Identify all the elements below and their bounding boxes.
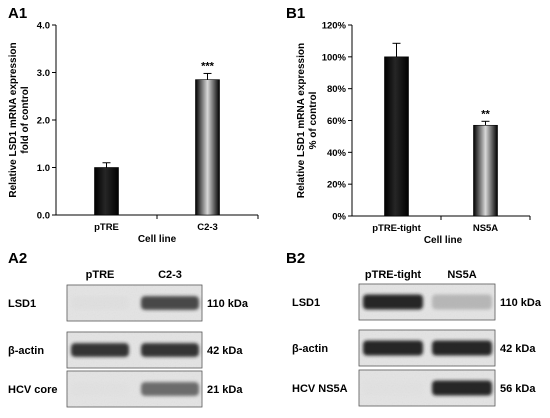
blot-band: [432, 380, 492, 396]
x-axis-title: Cell line: [138, 234, 177, 245]
blot-kda-label: 110 kDa: [207, 298, 249, 310]
blot-kda-label: 42 kDa: [207, 345, 243, 357]
y-tick-label: 80%: [327, 84, 347, 95]
y-tick-label: 60%: [327, 116, 347, 127]
y-axis-title-line: Relative LSD1 mRNA expression: [296, 43, 307, 198]
significance-marker: **: [481, 108, 490, 120]
y-axis-title-line: % of control: [308, 91, 319, 149]
y-tick-label: 20%: [327, 180, 347, 191]
bar-c2-3: [195, 79, 220, 216]
blot-row-label: LSD1: [8, 298, 36, 310]
bar-ptre-tight: [384, 56, 409, 217]
chart-b1: 0% 20% 40% 60% 80% 100% 120% pTRE-tight ** NS5A Ce…: [296, 21, 531, 246]
blot-kda-label: 110 kDa: [500, 297, 542, 309]
blot-band: [71, 343, 129, 357]
y-axis-title-line: Relative LSD1 mRNA expression: [8, 42, 19, 197]
lane-header: pTRE: [86, 269, 115, 281]
blot-row-label: β-actin: [8, 345, 44, 357]
panel-label-a2: A2: [8, 250, 27, 267]
x-tick-label: C2-3: [197, 222, 218, 233]
blot-band: [71, 382, 129, 396]
panel-label-b2: B2: [286, 250, 305, 267]
blot-row: LSD1 110 kDa: [8, 284, 249, 322]
blot-band: [363, 380, 423, 396]
blot-kda-label: 42 kDa: [500, 343, 536, 355]
y-tick-label: 40%: [327, 148, 347, 159]
y-tick-label: 4.0: [37, 21, 50, 32]
y-tick-label: 2.0: [37, 116, 50, 127]
blot-band: [71, 296, 129, 310]
blot-band: [432, 340, 492, 356]
blot-row-label: HCV core: [8, 384, 58, 396]
y-tick-label: 1.0: [37, 163, 50, 174]
blot-band: [141, 343, 199, 357]
blot-band: [363, 294, 423, 310]
y-tick-label: 0.0: [37, 211, 50, 222]
y-tick-label: 100%: [322, 52, 347, 63]
bar-ns5a: [473, 124, 498, 217]
bar-ptre: [94, 167, 119, 216]
y-axis-title-line: fold of control: [20, 86, 31, 153]
blot-row-label: LSD1: [292, 297, 320, 309]
chart-a1: 0.0 1.0 2.0 3.0 4.0 pTRE *** C2-3 Cell line Relat…: [8, 21, 259, 245]
blot-kda-label: 56 kDa: [500, 383, 536, 395]
y-tick-label: 120%: [322, 21, 347, 32]
blot-row: β-actin 42 kDa: [8, 331, 243, 369]
y-tick-label: 3.0: [37, 68, 50, 79]
blot-band: [141, 296, 199, 310]
blot-band: [363, 340, 423, 356]
blot-b2: pTRE-tight NS5A LSD1 110 kDa β-actin 42 kDa HC…: [292, 269, 542, 407]
lane-header: NS5A: [447, 269, 476, 281]
blot-row-label: HCV NS5A: [292, 383, 348, 395]
x-tick-label: pTRE: [94, 222, 119, 233]
blot-a2: pTRE C2-3 LSD1 110 kDa β-actin 42 kDa HCV core…: [8, 269, 249, 408]
significance-marker: ***: [201, 60, 215, 72]
x-axis-title: Cell line: [424, 235, 463, 246]
x-tick-label: NS5A: [473, 223, 498, 234]
panel-label-a1: A1: [8, 5, 27, 22]
blot-band: [432, 294, 492, 310]
blot-row: HCV NS5A 56 kDa: [292, 369, 536, 407]
x-tick-label: pTRE-tight: [372, 223, 421, 234]
lane-header: C2-3: [158, 269, 182, 281]
y-tick-label: 0%: [332, 212, 346, 223]
blot-row: HCV core 21 kDa: [8, 370, 243, 408]
panel-label-b1: B1: [286, 5, 305, 22]
blot-kda-label: 21 kDa: [207, 384, 243, 396]
lane-header: pTRE-tight: [365, 269, 422, 281]
blot-band: [141, 382, 199, 396]
blot-row: LSD1 110 kDa: [292, 283, 542, 321]
blot-row-label: β-actin: [292, 343, 328, 355]
blot-row: β-actin 42 kDa: [292, 329, 536, 367]
